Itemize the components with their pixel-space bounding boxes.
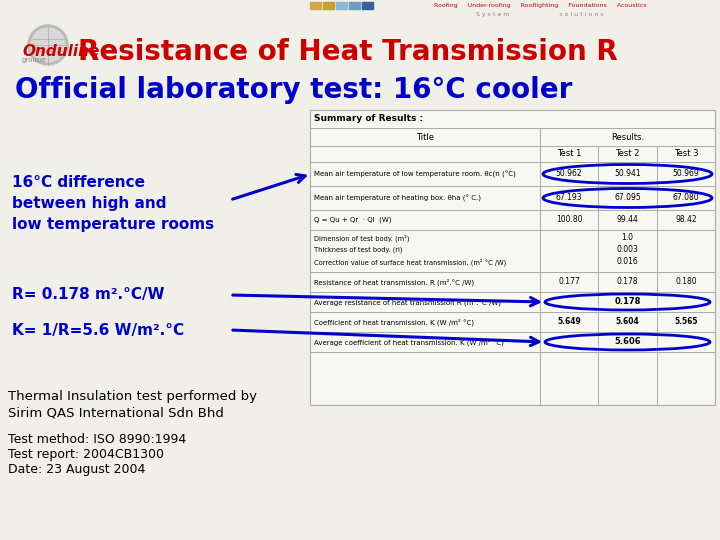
Bar (323, 2, 334, 9)
Bar (310, 2, 321, 9)
Circle shape (31, 28, 65, 62)
Text: Onduline: Onduline (22, 44, 99, 59)
Text: Dimension of test body. (m²): Dimension of test body. (m²) (314, 234, 410, 242)
Text: 99.44: 99.44 (616, 215, 639, 225)
Bar (362, 2, 373, 9)
Text: Mean air temperature of heating box. θha (° C.): Mean air temperature of heating box. θha… (314, 194, 481, 201)
Bar (349, 2, 360, 9)
Text: Roofing     Under-roofing     Rooflighting     Foundations     Acoustics: Roofing Under-roofing Rooflighting Found… (433, 3, 647, 8)
Text: 67.193: 67.193 (556, 193, 582, 202)
Bar (310, 110, 715, 405)
Text: 0.016: 0.016 (616, 258, 639, 267)
Text: 5.565: 5.565 (674, 318, 698, 327)
Text: S y s t e m                         s o l u t i o n s: S y s t e m s o l u t i o n s (476, 12, 604, 17)
Text: 5.606: 5.606 (614, 338, 641, 347)
Text: 98.42: 98.42 (675, 215, 697, 225)
Text: 1.0: 1.0 (621, 233, 634, 242)
Text: Test 2: Test 2 (616, 150, 639, 159)
Text: Resistance of heat transmission. R (m².°C /W): Resistance of heat transmission. R (m².°… (314, 278, 474, 286)
Text: 67.095: 67.095 (614, 193, 641, 202)
Text: 0.178: 0.178 (614, 298, 641, 307)
Text: Thickness of test body. (ri): Thickness of test body. (ri) (314, 247, 402, 253)
Text: Test method: ISO 8990:1994: Test method: ISO 8990:1994 (8, 433, 186, 446)
Text: Sirim QAS International Sdn Bhd: Sirim QAS International Sdn Bhd (8, 407, 224, 420)
Text: Thermal Insulation test performed by: Thermal Insulation test performed by (8, 390, 257, 403)
Text: groupe: groupe (22, 57, 47, 63)
Text: Test report: 2004CB1300: Test report: 2004CB1300 (8, 448, 164, 461)
Text: 100.80: 100.80 (556, 215, 582, 225)
Text: Title: Title (416, 132, 434, 141)
Text: Results.: Results. (611, 132, 644, 141)
Text: 5.649: 5.649 (557, 318, 581, 327)
Text: 50.962: 50.962 (556, 170, 582, 179)
Text: Test 3: Test 3 (674, 150, 698, 159)
Text: Coefficient of heat transmission. K (W /m² °C): Coefficient of heat transmission. K (W /… (314, 318, 474, 326)
Text: Mean air temperature of low temperature room. θc(n (°C): Mean air temperature of low temperature … (314, 171, 516, 178)
Text: Test 1: Test 1 (557, 150, 581, 159)
Text: 67.080: 67.080 (672, 193, 699, 202)
Bar (336, 2, 347, 9)
Text: Correction value of surface heat transmission. (m² °C /W): Correction value of surface heat transmi… (314, 258, 506, 266)
Text: Resistance of Heat Transmission R: Resistance of Heat Transmission R (78, 38, 618, 66)
Text: K= 1/R=5.6 W/m².°C: K= 1/R=5.6 W/m².°C (12, 322, 184, 338)
Text: 0.178: 0.178 (617, 278, 639, 287)
Text: 5.604: 5.604 (616, 318, 639, 327)
Text: Average coefficient of heat transmission. K (W /m² °C): Average coefficient of heat transmission… (314, 338, 504, 346)
Text: Official laboratory test: 16°C cooler: Official laboratory test: 16°C cooler (15, 76, 572, 104)
Text: 0.177: 0.177 (558, 278, 580, 287)
Text: R= 0.178 m².°C/W: R= 0.178 m².°C/W (12, 287, 164, 302)
Text: 50.969: 50.969 (672, 170, 699, 179)
Text: 50.941: 50.941 (614, 170, 641, 179)
Text: Average resistance of heat transmission R (m².°C /W): Average resistance of heat transmission … (314, 298, 501, 306)
Text: Q = Qu + Qr  · Ql  (W): Q = Qu + Qr · Ql (W) (314, 217, 392, 223)
Text: 16°C difference
between high and
low temperature rooms: 16°C difference between high and low tem… (12, 175, 214, 232)
Text: Summary of Results :: Summary of Results : (314, 114, 423, 123)
Bar (310, 110, 715, 405)
Text: 0.003: 0.003 (616, 246, 639, 254)
Text: Date: 23 August 2004: Date: 23 August 2004 (8, 463, 145, 476)
Text: 0.180: 0.180 (675, 278, 697, 287)
Circle shape (28, 25, 68, 65)
